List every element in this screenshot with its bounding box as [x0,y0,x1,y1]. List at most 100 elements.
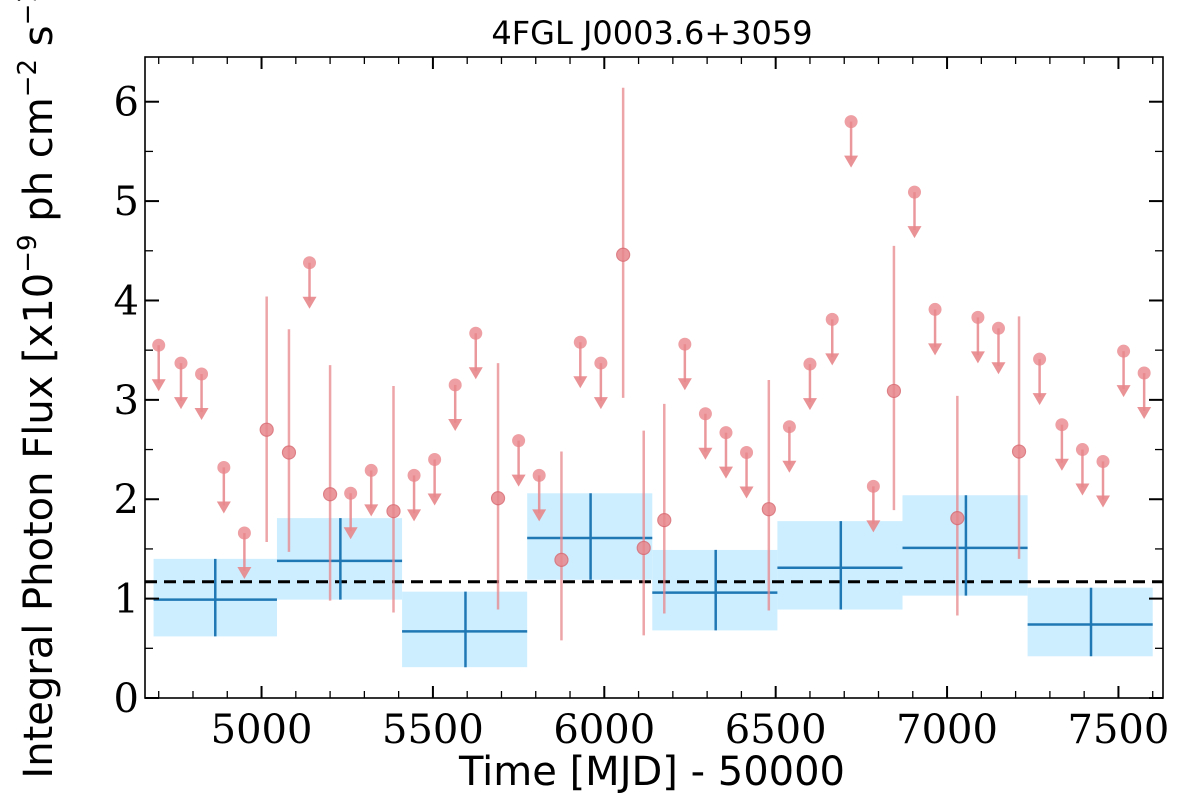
y-axis-label: Integral Photon Flux [x10−9 ph cm−2 s−1] [13,0,62,779]
x-axis-label: Time [MJD] - 50000 [458,749,845,795]
upper-limit-point [782,420,796,434]
x-tick-label: 5000 [211,707,313,753]
upper-limit-point [407,468,421,482]
upper-limit-point [237,526,251,540]
upper-limit-arrow [782,460,797,473]
detection-point [886,383,902,399]
upper-limit-point [1033,352,1047,366]
upper-limit-point [1117,344,1131,358]
x-tick-label: 6000 [553,707,655,753]
upper-limit-point [573,335,587,349]
upper-limit-arrow [970,351,985,364]
upper-limit-point [844,115,858,129]
upper-limit-point [678,337,692,351]
upper-limit-arrow [1075,483,1090,496]
plot-frame [144,56,1164,699]
upper-limit-point [825,312,839,326]
detection-point [322,487,338,502]
upper-limit-arrow [825,353,840,366]
y-tick-label: 4 [114,278,139,324]
upper-limit-point [740,446,754,460]
upper-limit-arrow [216,501,231,514]
upper-limit-arrow [302,296,317,309]
upper-limit-point [1055,418,1069,432]
upper-limit-point [991,321,1005,335]
upper-limit-point [174,356,188,370]
upper-limit-point [448,378,462,392]
detection-point [761,502,776,517]
upper-limit-point [195,367,209,381]
detection-point [636,540,651,556]
upper-limit-arrow [364,504,379,517]
upper-limit-arrow [718,466,733,479]
upper-limit-arrow [468,367,483,380]
y-axis-label-mid: ph cm [16,97,62,234]
x-tick-label: 7500 [1068,707,1170,753]
upper-limit-arrow [866,520,881,533]
upper-limit-arrow [151,379,166,392]
upper-limit-point [152,338,166,352]
chart-title: 4FGL J0003.6+3059 [491,14,812,52]
upper-limit-arrow [1116,385,1131,398]
detection-point [657,513,672,528]
y-tick-label: 1 [114,577,139,623]
detection-point [554,552,569,567]
upper-limit-point [532,468,546,482]
upper-limit-arrow [194,408,209,421]
upper-limit-point [1075,443,1089,457]
y-tick-label: 2 [114,477,139,523]
upper-limit-point [344,486,358,500]
y-axis-label-group: Integral Photon Flux [x10−9 ph cm−2 s−1] [13,0,62,779]
upper-limit-point [594,356,608,370]
upper-limit-point [803,357,817,371]
upper-limit-arrow [1032,393,1047,406]
upper-limit-arrow [573,376,588,389]
upper-limit-point [217,460,231,474]
detection-point [950,511,965,526]
upper-limit-point [971,310,985,324]
upper-limit-arrow [173,397,188,410]
y-axis-label-exp2: −2 [13,59,43,97]
upper-limit-arrow [1054,458,1069,471]
upper-limit-point [303,256,317,270]
x-tick-label: 5500 [382,707,484,753]
upper-limit-arrow [907,226,922,239]
upper-limit-point [364,463,378,477]
detection-point [281,445,297,460]
upper-limit-point [1096,454,1110,468]
upper-limit-arrow [698,447,713,460]
upper-limit-point [866,479,880,493]
upper-limit-point [469,326,483,340]
plot-area: 5000 5500 6000 6500 7000 7500 0 1 2 3 4 5 6 [114,56,1170,753]
upper-limit-point [428,452,442,466]
upper-limit-arrow [448,418,463,431]
y-tick-label: 3 [114,378,139,424]
detection-point [616,247,631,262]
upper-limit-point [512,434,526,448]
y-axis-label-exp3: −1 [13,0,43,25]
upper-limit-arrow [343,527,358,540]
x-tick-label: 7000 [896,707,998,753]
upper-limit-arrow [532,509,547,522]
upper-limit-point [698,407,712,421]
upper-limit-point [907,185,921,199]
upper-limit-arrow [511,474,526,487]
detection-point [1011,444,1027,459]
upper-limit-arrow [1137,407,1152,420]
upper-limit-point [719,426,733,440]
upper-limit-arrow [427,493,442,506]
detection-point [259,422,274,437]
y-tick-label: 5 [114,179,139,225]
upper-limit-arrow [593,397,608,410]
upper-limit-arrow [928,343,943,356]
x-tick-label: 6500 [725,707,827,753]
y-tick-label: 6 [114,80,139,126]
detection-point [386,504,401,519]
upper-limit-arrow [739,486,754,499]
y-axis-label-main: Integral Photon Flux [x10 [16,273,62,779]
y-axis-label-exp: −9 [13,234,43,272]
upper-limit-arrow [991,362,1006,375]
upper-limit-arrow [844,155,859,168]
upper-limit-point [928,302,942,316]
